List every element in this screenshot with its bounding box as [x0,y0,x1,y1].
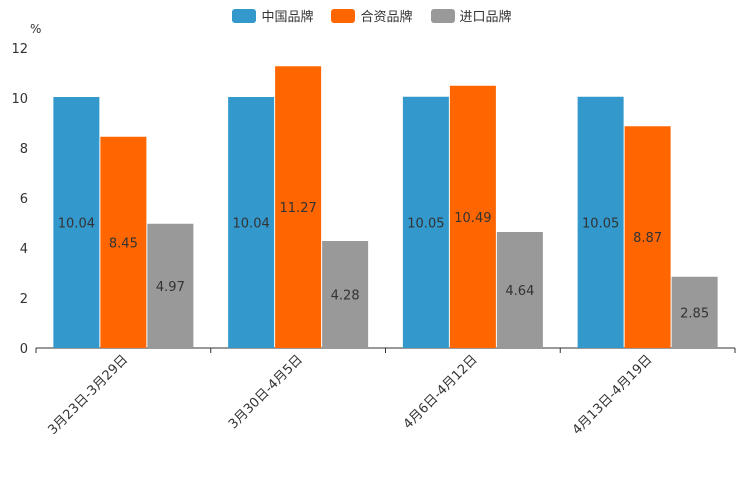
x-tick-label: 3月30日-4月5日 [226,352,306,432]
legend-label-import-brand: 进口品牌 [459,10,512,25]
data-label: 2.85 [680,306,709,321]
bar [577,96,624,348]
bar [53,97,100,348]
y-tick-label: 4 [20,242,28,257]
bar [671,276,718,348]
x-tick-label: 4月6日-4月12日 [401,352,481,432]
legend-item-import-brand[interactable]: 进口品牌 [430,6,512,25]
bar [228,97,275,348]
y-axis-unit: % [30,22,41,36]
y-tick-label: 10 [11,92,28,107]
data-label: 10.49 [454,211,491,226]
legend-swatch-jv-brand [331,8,356,23]
bar [624,126,671,348]
legend-label-china-brand: 中国品牌 [261,10,314,25]
y-tick-label: 12 [11,42,28,57]
legend-swatch-import-brand [430,8,455,23]
legend-item-china-brand[interactable]: 中国品牌 [232,6,313,25]
x-tick-label: 3月23日-3月29日 [45,352,131,438]
bar [147,223,194,348]
bar [449,85,496,348]
data-label: 10.05 [582,216,619,231]
bar [402,96,449,348]
bar [322,241,369,348]
data-label: 10.05 [407,216,444,231]
data-label: 4.97 [156,280,185,295]
data-label: 8.87 [633,231,662,246]
bar [496,232,543,348]
y-tick-label: 6 [20,192,28,207]
data-label: 11.27 [280,201,317,216]
y-tick-label: 2 [20,292,28,307]
y-tick-label: 0 [20,342,28,357]
legend-swatch-china-brand [232,8,257,23]
bars: 10.04 8.45 4.97 10.04 11.27 4.28 10.05 10.49 4.6… [53,66,718,348]
data-label: 10.04 [233,217,270,232]
x-tick-label: 4月13日-4月19日 [570,352,656,438]
legend: 中国品牌 合资品牌 进口品牌 [0,6,744,25]
legend-item-jv-brand[interactable]: 合资品牌 [331,6,413,25]
data-label: 10.04 [58,217,95,232]
data-label: 4.28 [331,289,360,304]
data-label: 4.64 [505,284,534,299]
y-tick-label: 8 [20,142,28,157]
bar [275,66,322,348]
legend-label-jv-brand: 合资品牌 [360,10,413,25]
bar [100,136,147,348]
data-label: 8.45 [109,236,138,251]
